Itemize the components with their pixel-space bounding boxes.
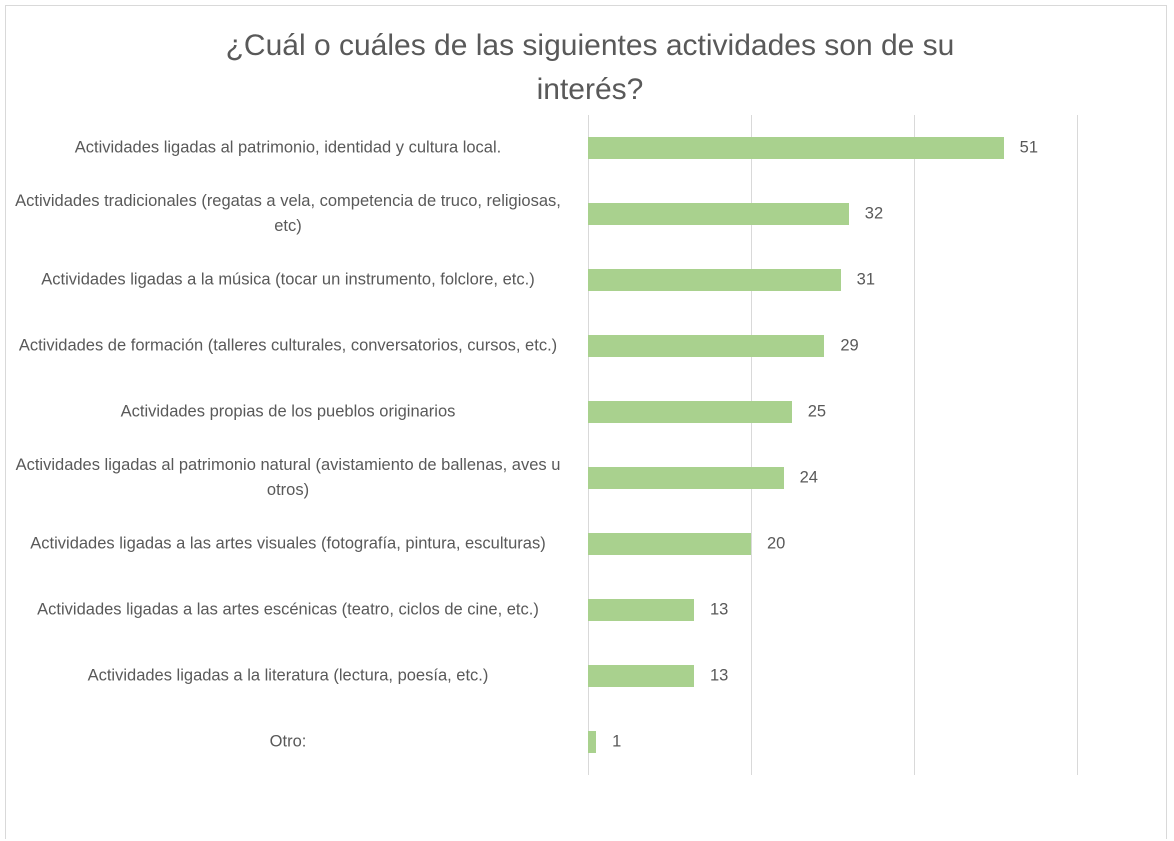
y-tick-label: Actividades propias de los pueblos origi…: [120, 402, 456, 421]
value-label: 31: [856, 270, 875, 289]
y-tick-label: Otro:: [269, 732, 307, 751]
value-label: 51: [1019, 138, 1038, 157]
value-label: 1: [612, 732, 622, 751]
bar: [588, 335, 825, 357]
y-tick-label: Actividades ligadas al patrimonio natura…: [15, 456, 561, 499]
value-label: 24: [799, 468, 818, 487]
chart-frame: [5, 5, 1167, 839]
value-label: 25: [807, 402, 827, 421]
grid-line: [588, 115, 589, 775]
bar: [588, 203, 849, 225]
bar: [588, 401, 792, 423]
y-tick-label: Actividades ligadas a las artes escénica…: [37, 600, 539, 619]
bar: [588, 665, 694, 687]
grid-line: [751, 115, 752, 775]
y-tick-label: Actividades tradicionales (regatas a vel…: [15, 192, 561, 235]
chart-title: ¿Cuál o cuáles de las siguientes activid…: [225, 29, 955, 106]
value-label: 13: [709, 666, 729, 685]
bar: [588, 137, 1004, 159]
y-tick-label: Actividades ligadas a la literatura (lec…: [87, 666, 489, 685]
value-label: 29: [840, 336, 859, 355]
value-label: 32: [864, 204, 884, 223]
value-label: 13: [709, 600, 729, 619]
bar: [588, 533, 751, 555]
y-tick-label: Actividades ligadas a las artes visuales…: [30, 534, 546, 553]
bar: [588, 599, 694, 621]
y-tick-label: Actividades ligadas a la música (tocar u…: [41, 270, 535, 289]
grid-line: [914, 115, 915, 775]
grid-line: [1077, 115, 1078, 775]
y-tick-label: Actividades ligadas al patrimonio, ident…: [74, 138, 502, 157]
bar: [588, 731, 597, 753]
value-label: 20: [767, 534, 786, 553]
bar: [588, 269, 841, 291]
y-tick-label: Actividades de formación (talleres cultu…: [18, 336, 558, 355]
bar: [588, 467, 784, 489]
